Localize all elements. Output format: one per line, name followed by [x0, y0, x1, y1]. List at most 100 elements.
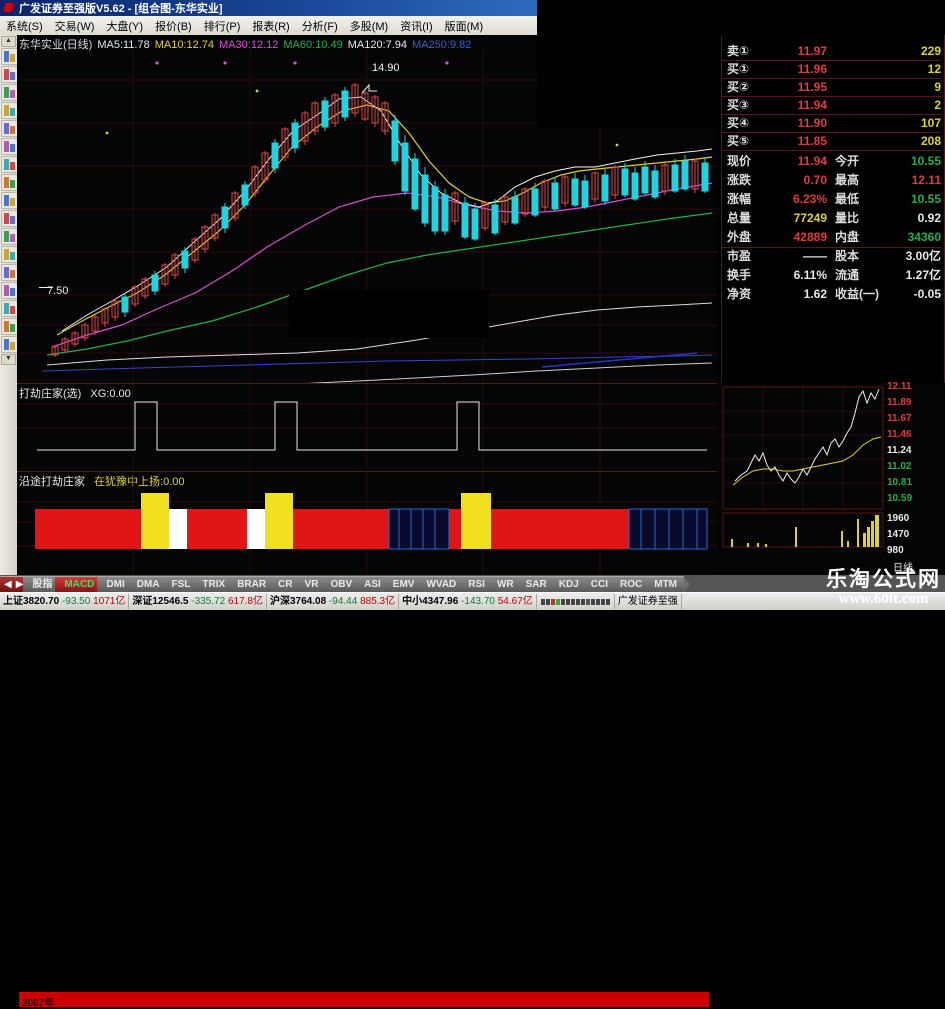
- title-bar-blank-region: [537, 0, 945, 16]
- intraday-period-button[interactable]: 日线: [893, 563, 913, 574]
- tab-dma[interactable]: DMA: [127, 575, 173, 592]
- intraday-price-tick: 10.81: [887, 477, 913, 488]
- quote-section-separator: [721, 247, 941, 248]
- quote-stat-value-right: 10.55: [910, 192, 941, 206]
- quote-stat-row: 外盘 42889 内盘 34360: [717, 229, 945, 245]
- kline-symbol-label: 东华实业(日线): [19, 39, 93, 51]
- quote-stat-label-right: 股本: [835, 249, 860, 263]
- order-book-label: 买④: [727, 116, 750, 130]
- toolbar-scroll-up-icon[interactable]: ▲: [1, 36, 16, 47]
- menu-item-3[interactable]: 报价(B): [155, 20, 192, 33]
- menu-item-7[interactable]: 多股(M): [349, 20, 389, 33]
- tab-brar[interactable]: BRAR: [228, 575, 279, 592]
- refresh-icon[interactable]: [1, 318, 18, 335]
- quote-stat-value-left: ——: [803, 249, 827, 263]
- intraday-price-tick: 10.59: [887, 493, 913, 504]
- tools-icon[interactable]: [1, 336, 18, 353]
- window-icon[interactable]: [1, 120, 18, 137]
- order-book-volume: 229: [920, 44, 941, 58]
- trough-price-label: 7.50: [47, 285, 69, 297]
- quote-stat-row: 换手 6.11% 流通 1.27亿: [717, 267, 945, 283]
- grid-report-icon[interactable]: [1, 138, 18, 155]
- tab-wvad[interactable]: WVAD: [417, 575, 470, 592]
- indicator2-canvas: [17, 472, 717, 576]
- status-index-cell[interactable]: 上证3820.70 -93.50 1071亿: [0, 594, 130, 609]
- indicator-pane-dajiezhuangjia[interactable]: 打劫庄家(选) XG:0.00 1.00 0.50: [17, 383, 738, 472]
- indicator2-title: 沿途打劫庄家: [19, 476, 85, 488]
- intraday-price-tick: 11.46: [887, 429, 912, 440]
- order-book-row[interactable]: 买④ 11.90 107: [717, 115, 945, 131]
- star-news-icon[interactable]: [1, 174, 18, 191]
- line-chart-icon[interactable]: [1, 84, 18, 101]
- chart-workspace: 东华实业(日线) MA5:11.78 MA10:12.74 MA30:12.12 MA6…: [17, 35, 945, 1009]
- ma250-label: MA250:9.82: [412, 39, 472, 51]
- tab-mtm[interactable]: MTM: [645, 575, 690, 592]
- toolbar-scroll-down-icon[interactable]: ▼: [1, 354, 16, 365]
- quote-stat-value-right: -0.05: [913, 287, 941, 301]
- status-index-cell[interactable]: 沪深3764.08 -94.44 885.3亿: [267, 594, 400, 609]
- menu-item-8[interactable]: 资讯(I): [400, 20, 433, 33]
- calendar-icon[interactable]: [1, 264, 18, 281]
- status-broker-label: 广发证券至强: [615, 594, 682, 609]
- indicator2-subtitle: 在犹豫中上扬:0.00: [94, 476, 185, 488]
- search-icon[interactable]: [1, 228, 18, 245]
- list-icon[interactable]: [1, 246, 18, 263]
- quote-row-separator: [721, 114, 941, 115]
- menu-item-5[interactable]: 报表(R): [252, 20, 290, 33]
- trading-app-window: 广发证券至强版V5.62 - [组合图-东华实业] 系统(S) 交易(W) 大盘(Y…: [0, 0, 945, 609]
- menu-item-2[interactable]: 大盘(Y): [106, 20, 144, 33]
- bar-chart-icon[interactable]: [1, 66, 18, 83]
- tab-macd[interactable]: MACD: [55, 575, 108, 592]
- status-index-cell[interactable]: 中小4347.96 -143.70 54.67亿: [399, 594, 537, 609]
- tab-trix[interactable]: TRIX: [193, 575, 238, 592]
- tab-cci[interactable]: CCI: [581, 575, 622, 592]
- order-book-row[interactable]: 卖① 11.97 229: [717, 43, 945, 59]
- status-index-value: 3764.08: [290, 596, 327, 607]
- window-title-bar: 广发证券至强版V5.62 - [组合图-东华实业]: [0, 0, 539, 16]
- mask-region-top: [537, 35, 717, 128]
- tab-roc[interactable]: ROC: [611, 575, 656, 592]
- menu-item-0[interactable]: 系统(S): [6, 20, 43, 33]
- ma10-label: MA10:12.74: [154, 39, 215, 51]
- status-index-name: 深证: [132, 596, 153, 607]
- tab-sar[interactable]: SAR: [516, 575, 560, 592]
- info-icon[interactable]: [1, 210, 18, 227]
- intraday-price-tick: 11.24: [887, 445, 912, 456]
- left-tool-strip: ▲ ▼: [0, 35, 18, 575]
- order-book-row[interactable]: 买③ 11.94 2: [717, 97, 945, 113]
- tab-股指[interactable]: 股指: [23, 575, 66, 592]
- tab-kdj[interactable]: KDJ: [549, 575, 592, 592]
- ma5-label: MA5:11.78: [97, 39, 150, 51]
- order-book-row[interactable]: 买① 11.96 12: [717, 61, 945, 77]
- menu-item-4[interactable]: 排行(P): [203, 20, 241, 33]
- tab-fsl[interactable]: FSL: [162, 575, 204, 592]
- intraday-mini-chart[interactable]: 12.11 11.89 11.67 11.46 11.24 11.02 10.81 10.59…: [717, 381, 945, 575]
- tab-obv[interactable]: OBV: [321, 575, 365, 592]
- indicator1-title: 打劫庄家(选): [19, 388, 82, 400]
- users-icon[interactable]: [1, 192, 18, 209]
- intraday-volume-tick: 1960: [887, 513, 910, 524]
- settings-icon[interactable]: [1, 300, 18, 317]
- indicator1-value: XG:0.00: [90, 388, 131, 400]
- ma120-label: MA120:7.94: [347, 39, 408, 51]
- quote-stat-label-left: 净资: [727, 287, 752, 301]
- status-index-cell[interactable]: 深证12546.5 -335.72 617.8亿: [129, 594, 267, 609]
- tab-dmi[interactable]: DMI: [97, 575, 139, 592]
- indicator-pane-yantudajie[interactable]: 沿途打劫庄家 在犹豫中上扬:0.00: [17, 471, 742, 1009]
- menu-item-9[interactable]: 版面(M): [444, 20, 484, 33]
- rsi-icon[interactable]: [1, 282, 18, 299]
- candlestick-icon[interactable]: [1, 102, 18, 119]
- document-icon[interactable]: [1, 156, 18, 173]
- menu-item-1[interactable]: 交易(W): [54, 20, 95, 33]
- menu-item-6[interactable]: 分析(F): [301, 20, 338, 33]
- status-bar: 上证3820.70 -93.50 1071亿 深证12546.5 -335.72 …: [0, 592, 945, 610]
- order-book-row[interactable]: 买② 11.95 9: [717, 79, 945, 95]
- watermark-line-1: 乐淘公式网: [826, 568, 941, 591]
- chart-colors-icon[interactable]: [1, 48, 18, 65]
- tab-emv[interactable]: EMV: [383, 575, 428, 592]
- order-book-price: 11.96: [797, 62, 827, 76]
- ma30-label: MA30:12.12: [219, 39, 279, 51]
- order-book-row[interactable]: 买⑤ 11.85 208: [717, 133, 945, 149]
- quote-stat-label-right: 今开: [835, 154, 860, 168]
- quote-stat-value-right: 12.11: [911, 173, 941, 187]
